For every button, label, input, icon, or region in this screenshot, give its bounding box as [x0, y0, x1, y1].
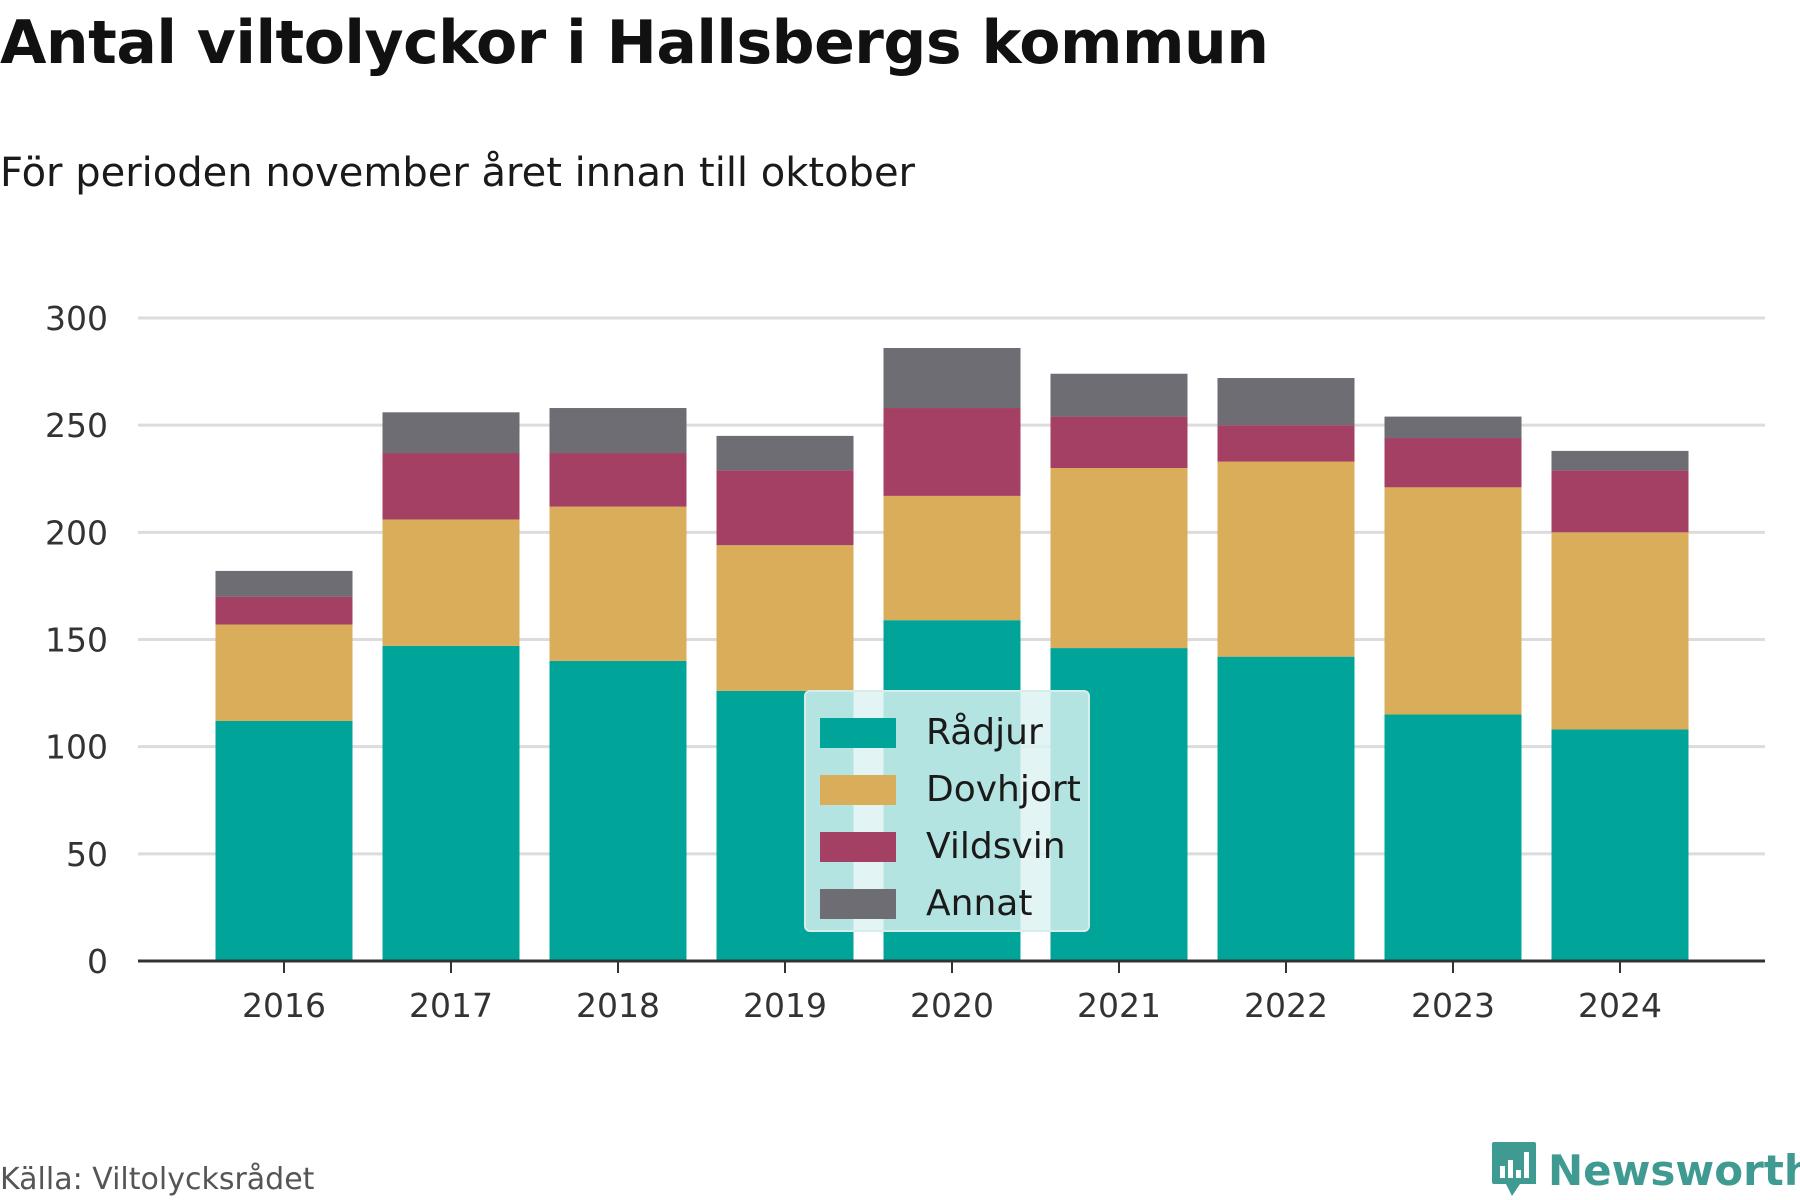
bar-2017-dovhjort: [382, 519, 520, 646]
axes: 0 50 100 150 200 250 300 2016 2017 2018 2019 2020 20…: [45, 299, 1765, 1025]
x-tick-label-2020: 2020: [910, 986, 994, 1025]
y-tick-label-200: 200: [45, 513, 108, 552]
brand-logo[interactable]: Newsworthy: [1490, 1140, 1800, 1200]
x-tick-label-2016: 2016: [242, 986, 326, 1025]
bar-2021-annat: [1050, 373, 1188, 417]
legend-item-dovhjort: Dovhjort: [820, 761, 1088, 818]
legend-swatch-vildsvin: [820, 831, 896, 862]
x-tick-label-2018: 2018: [576, 986, 660, 1025]
legend-item-annat: Annat: [820, 875, 1088, 932]
bar-2017-annat: [382, 412, 520, 454]
brand-name: Newsworthy: [1548, 1145, 1800, 1195]
bar-2023-vildsvin: [1384, 438, 1522, 488]
legend-swatch-dovhjort: [820, 774, 896, 805]
legend-swatch-annat: [820, 888, 896, 919]
bar-2022-vildsvin: [1217, 425, 1355, 462]
x-tick-label-2019: 2019: [743, 986, 827, 1025]
bar-2019-dovhjort: [716, 545, 854, 691]
chart-subtitle: För perioden november året innan till ok…: [0, 150, 915, 196]
bar-2016-dovhjort: [215, 624, 353, 721]
legend-item-vildsvin: Vildsvin: [820, 818, 1088, 875]
bar-2020-dovhjort: [883, 495, 1021, 621]
bar-2018-dovhjort: [549, 506, 687, 661]
x-tick-label-2017: 2017: [409, 986, 493, 1025]
bar-2020-annat: [883, 348, 1021, 409]
bar-2019-vildsvin: [716, 470, 854, 546]
bar-stack-2018: [549, 408, 687, 961]
bar-stack-2023: [1384, 416, 1522, 961]
bar-2021-vildsvin: [1050, 416, 1188, 469]
legend-item-radjur: Rådjur: [820, 704, 1088, 761]
bar-2016-vildsvin: [215, 596, 353, 625]
legend-label-annat: Annat: [926, 883, 1033, 924]
bar-chart-logo-icon: [1492, 1142, 1536, 1196]
bar-stack-2024: [1551, 450, 1689, 961]
y-tick-label-150: 150: [45, 621, 108, 660]
x-tick-label-2021: 2021: [1077, 986, 1161, 1025]
legend-label-radjur: Rådjur: [926, 712, 1043, 753]
bar-2021-dovhjort: [1050, 468, 1188, 649]
y-tick-label-250: 250: [45, 406, 108, 445]
bar-2022-radjur: [1217, 656, 1355, 961]
bar-2023-annat: [1384, 416, 1522, 439]
bar-2020-vildsvin: [883, 408, 1021, 496]
bar-2018-vildsvin: [549, 453, 687, 507]
bar-2017-vildsvin: [382, 453, 520, 520]
y-tick-label-100: 100: [45, 728, 108, 767]
legend-swatch-radjur: [820, 717, 896, 748]
bar-2023-radjur: [1384, 714, 1522, 961]
chart-title: Antal viltolyckor i Hallsbergs kommun: [0, 8, 1269, 78]
bar-2019-annat: [716, 435, 854, 471]
source-note: Källa: Viltolycksrådet: [0, 1162, 315, 1197]
legend-label-dovhjort: Dovhjort: [926, 769, 1081, 810]
y-tick-label-300: 300: [45, 299, 108, 338]
x-tick-label-2022: 2022: [1244, 986, 1328, 1025]
x-tick-label-2024: 2024: [1578, 986, 1662, 1025]
bar-2024-annat: [1551, 450, 1689, 471]
bar-2018-radjur: [549, 660, 687, 961]
bar-stack-2017: [382, 412, 520, 961]
bar-2016-annat: [215, 570, 353, 597]
bar-2016-radjur: [215, 720, 353, 961]
bar-2018-annat: [549, 408, 687, 454]
x-tick-label-2023: 2023: [1411, 986, 1495, 1025]
bar-stack-2022: [1217, 378, 1355, 961]
bar-2024-vildsvin: [1551, 470, 1689, 533]
bar-2023-dovhjort: [1384, 487, 1522, 715]
bar-stack-2016: [215, 570, 353, 961]
y-tick-label-0: 0: [87, 942, 108, 981]
y-tick-label-50: 50: [66, 835, 108, 874]
bar-2017-radjur: [382, 645, 520, 961]
bar-2022-dovhjort: [1217, 461, 1355, 657]
bar-2024-dovhjort: [1551, 532, 1689, 730]
bar-2022-annat: [1217, 378, 1355, 426]
bar-2024-radjur: [1551, 729, 1689, 961]
legend-label-vildsvin: Vildsvin: [926, 826, 1066, 867]
legend: Rådjur Dovhjort Vildsvin Annat: [804, 690, 1090, 932]
